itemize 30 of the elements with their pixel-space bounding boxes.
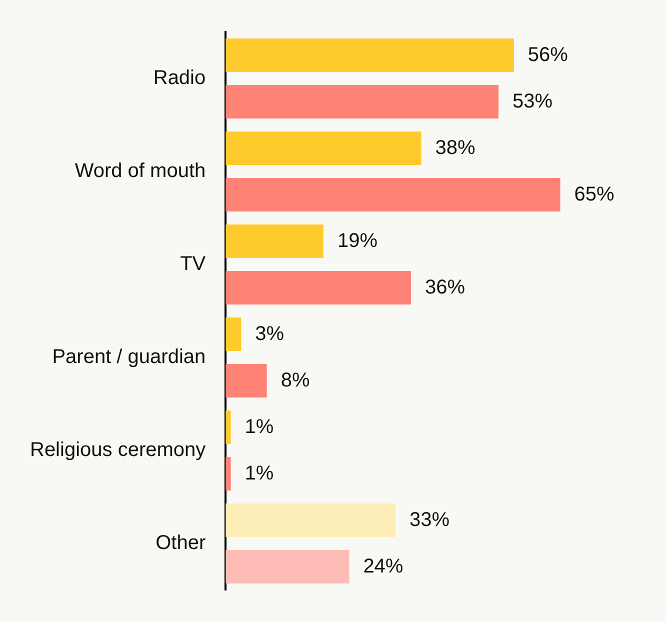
bar xyxy=(226,457,231,490)
bar xyxy=(226,132,422,165)
data-label: 36% xyxy=(424,276,466,298)
data-label: 33% xyxy=(410,508,450,531)
data-label: 19% xyxy=(337,230,378,252)
y-tick-label: Word of mouth xyxy=(74,160,206,182)
y-tick-label: TV xyxy=(180,253,206,276)
bar xyxy=(226,85,498,118)
bar xyxy=(226,178,560,212)
bar xyxy=(226,504,396,537)
data-label: 56% xyxy=(528,44,568,66)
y-tick-label: Religious ceremony xyxy=(30,439,206,462)
bar xyxy=(226,550,350,584)
data-label: 53% xyxy=(512,90,553,112)
data-label: 3% xyxy=(255,322,284,345)
y-tick-label: Other xyxy=(156,532,206,554)
data-label: 38% xyxy=(435,136,476,159)
data-label: 24% xyxy=(363,555,404,578)
data-label: 1% xyxy=(244,462,274,484)
data-label: 1% xyxy=(244,416,274,438)
y-tick-label: Radio xyxy=(153,67,206,90)
bar xyxy=(226,271,411,304)
bar xyxy=(226,318,242,351)
bar xyxy=(226,38,514,72)
data-label: 65% xyxy=(574,183,615,206)
bar xyxy=(226,364,267,398)
bar xyxy=(226,410,231,444)
y-tick-label: Parent / guardian xyxy=(52,346,206,368)
bar xyxy=(226,224,324,258)
data-label: 8% xyxy=(280,369,310,392)
